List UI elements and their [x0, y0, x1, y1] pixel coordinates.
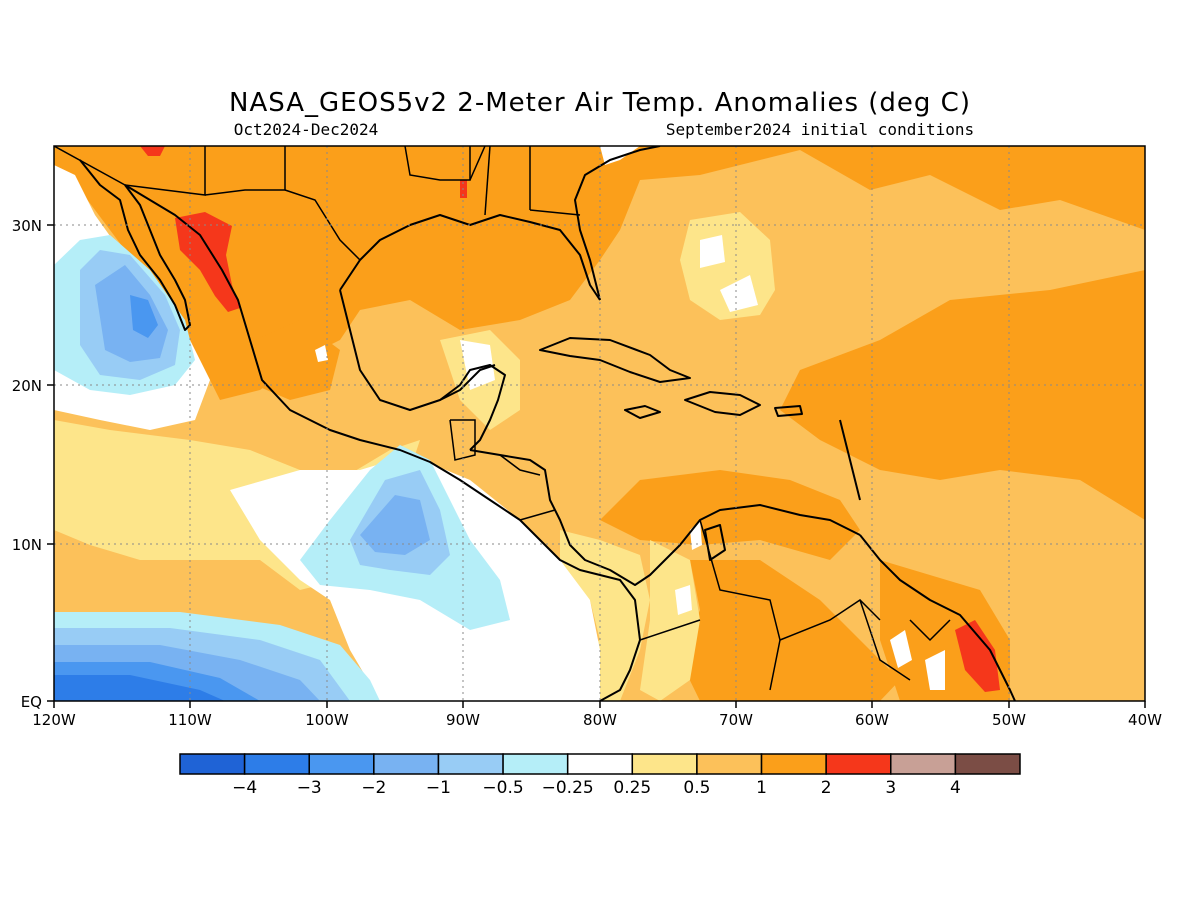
- colorbar: −4 −3 −2 −1 −0.5 −0.25 0.25 0.5 1 2 3 4: [179, 753, 1021, 798]
- lon-label-110w: 110W: [168, 711, 212, 729]
- colorbar-label: 3: [885, 778, 896, 798]
- colorbar-swatch: [179, 753, 246, 775]
- colorbar-swatch: [696, 753, 763, 775]
- anomaly-field-red: [140, 146, 1000, 692]
- map-panel: [54, 146, 1145, 701]
- colorbar-label: −4: [232, 778, 257, 798]
- coastlines: [79, 146, 1016, 701]
- colorbar-label: 2: [821, 778, 832, 798]
- anomaly-field-cool-5: [54, 675, 225, 701]
- colorbar-swatch: [373, 753, 440, 775]
- lon-label-50w: 50W: [992, 711, 1026, 729]
- lat-label-30n: 30N: [12, 217, 42, 235]
- lon-label-40w: 40W: [1128, 711, 1162, 729]
- lon-label-80w: 80W: [583, 711, 617, 729]
- latitude-axis: [47, 224, 54, 702]
- map-title: NASA_GEOS5v2 2-Meter Air Temp. Anomalies…: [229, 88, 971, 118]
- anomaly-field-orange: [54, 146, 1145, 701]
- colorbar-label: 0.25: [613, 778, 651, 798]
- colorbar-swatch: [502, 753, 569, 775]
- lat-label-20n: 20N: [12, 377, 42, 395]
- lat-label-eq: EQ: [21, 693, 42, 711]
- colorbar-label: −1: [426, 778, 451, 798]
- colorbar-label: −0.25: [542, 778, 594, 798]
- colorbar-swatch: [825, 753, 892, 775]
- lon-label-120w: 120W: [32, 711, 76, 729]
- gridlines: [54, 146, 1145, 701]
- initial-conditions: September2024 initial conditions: [666, 120, 974, 139]
- colorbar-label: −3: [297, 778, 322, 798]
- colorbar-swatch: [631, 753, 698, 775]
- colorbar-label: 0.5: [683, 778, 710, 798]
- colorbar-swatch: [760, 753, 827, 775]
- colorbar-swatch: [954, 753, 1021, 775]
- colorbar-swatch: [890, 753, 957, 775]
- forecast-period: Oct2024-Dec2024: [234, 120, 379, 139]
- colorbar-label: 1: [756, 778, 767, 798]
- lat-label-10n: 10N: [12, 536, 42, 554]
- lon-label-100w: 100W: [305, 711, 349, 729]
- lon-label-90w: 90W: [446, 711, 480, 729]
- colorbar-label: 4: [950, 778, 961, 798]
- colorbar-swatch: [566, 753, 634, 775]
- colorbar-swatch: [437, 753, 504, 775]
- colorbar-swatch: [243, 753, 310, 775]
- colorbar-label: −0.5: [482, 778, 523, 798]
- lon-label-70w: 70W: [719, 711, 753, 729]
- lon-label-60w: 60W: [855, 711, 889, 729]
- colorbar-label: −2: [361, 778, 386, 798]
- longitude-axis: [53, 701, 1146, 708]
- colorbar-swatch: [308, 753, 375, 775]
